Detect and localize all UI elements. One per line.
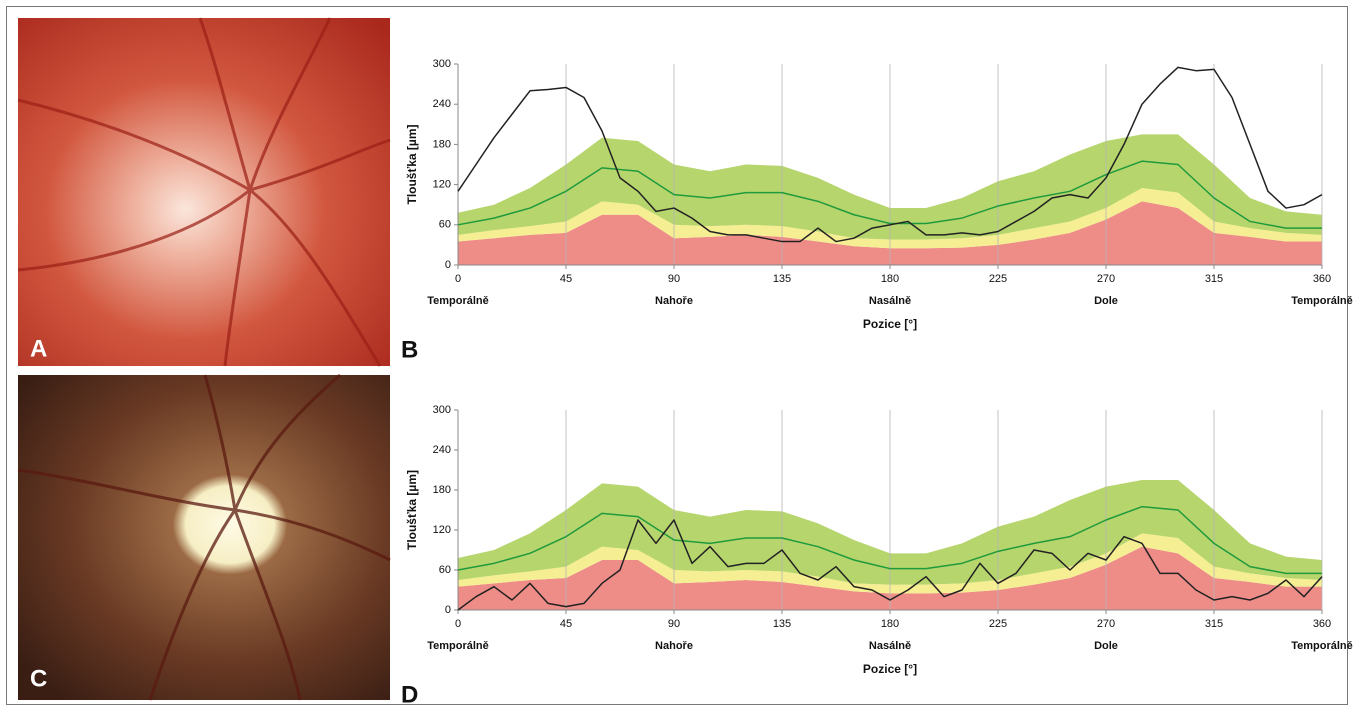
x-annotation: Dole: [1094, 640, 1118, 652]
x-axis-title: Pozice [°]: [863, 662, 917, 676]
x-tick-label: 270: [1097, 273, 1115, 285]
x-annotation: Nasálně: [869, 295, 911, 307]
x-tick-label: 45: [560, 273, 572, 285]
photo-c: [18, 375, 390, 700]
x-tick-label: 0: [455, 273, 461, 285]
x-annotation: Nahoře: [655, 640, 693, 652]
y-axis-title: Tloušťka [µm]: [405, 470, 419, 550]
y-tick-label: 240: [433, 444, 451, 456]
y-tick-label: 0: [445, 259, 451, 271]
y-tick-label: 60: [439, 219, 451, 231]
x-tick-label: 270: [1097, 618, 1115, 630]
x-tick-label: 225: [989, 618, 1007, 630]
x-tick-label: 360: [1313, 618, 1331, 630]
y-tick-label: 300: [433, 404, 451, 416]
y-tick-label: 240: [433, 98, 451, 110]
x-axis-title: Pozice [°]: [863, 317, 917, 331]
x-annotation: Nahoře: [655, 295, 693, 307]
panel-label: D: [401, 681, 418, 708]
x-annotation: Temporálně: [1291, 295, 1353, 307]
x-tick-label: 90: [668, 618, 680, 630]
x-tick-label: 45: [560, 618, 572, 630]
y-axis-title: Tloušťka [µm]: [405, 124, 419, 204]
x-annotation: Temporálně: [427, 295, 489, 307]
x-tick-label: 0: [455, 618, 461, 630]
x-annotation: Nasálně: [869, 640, 911, 652]
y-tick-label: 180: [433, 484, 451, 496]
x-tick-label: 180: [881, 618, 899, 630]
x-tick-label: 315: [1205, 273, 1223, 285]
y-tick-label: 180: [433, 138, 451, 150]
y-tick-label: 300: [433, 58, 451, 70]
x-annotation: Dole: [1094, 295, 1118, 307]
x-tick-label: 180: [881, 273, 899, 285]
x-tick-label: 135: [773, 618, 791, 630]
photo-label: A: [30, 335, 47, 362]
figure: A C 0 45 90 135 180 225 270 315 360 0 60 120 180 240 3…: [0, 0, 1354, 711]
x-annotation: Temporálně: [1291, 640, 1353, 652]
x-tick-label: 360: [1313, 273, 1331, 285]
x-tick-label: 225: [989, 273, 1007, 285]
y-tick-label: 0: [445, 604, 451, 616]
y-tick-label: 120: [433, 179, 451, 191]
panel-label: B: [401, 336, 418, 363]
y-tick-label: 120: [433, 524, 451, 536]
y-tick-label: 60: [439, 564, 451, 576]
photo-a: [18, 18, 390, 366]
photo-label: C: [30, 665, 47, 692]
x-tick-label: 90: [668, 273, 680, 285]
x-tick-label: 135: [773, 273, 791, 285]
x-annotation: Temporálně: [427, 640, 489, 652]
x-tick-label: 315: [1205, 618, 1223, 630]
